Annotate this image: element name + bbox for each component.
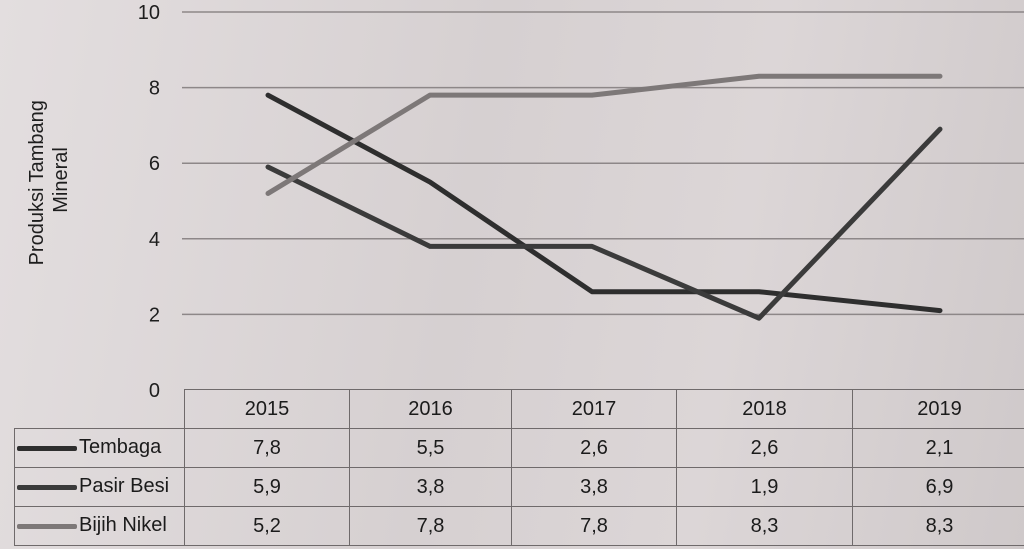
legend-entry-bijih-nikel: Bijih Nikel [14, 506, 185, 546]
series-lines [265, 73, 943, 321]
legend-label-tembaga: Tembaga [79, 436, 162, 459]
table-cell: 5,5 [349, 428, 512, 468]
table-cell: 6,9 [852, 467, 1024, 507]
table-cell: 2,6 [511, 428, 677, 468]
table-row-pasir-besi: Pasir Besi 5,9 3,8 3,8 1,9 6,9 [14, 467, 1024, 507]
series-line-bijih-nikel [265, 73, 943, 196]
category-2019: 2019 [852, 389, 1024, 429]
table-cell: 7,8 [349, 506, 512, 546]
y-axis-label-line-2: Mineral [50, 147, 72, 213]
category-2015: 2015 [184, 389, 350, 429]
table-row-bijih-nikel: Bijih Nikel 5,2 7,8 7,8 8,3 8,3 [14, 506, 1024, 546]
table-corner [14, 389, 185, 429]
table-row-tembaga: Tembaga 7,8 5,5 2,6 2,6 2,1 [14, 428, 1024, 468]
legend-entry-tembaga: Tembaga [14, 428, 185, 468]
legend-label-pasir-besi: Pasir Besi [79, 475, 170, 498]
legend-swatch-tembaga [17, 445, 77, 451]
table-cell: 3,8 [349, 467, 512, 507]
legend-label-bijih-nikel: Bijih Nikel [79, 514, 167, 537]
legend-swatch-pasir-besi [17, 484, 77, 490]
category-2018: 2018 [676, 389, 853, 429]
table-cell: 2,6 [676, 428, 853, 468]
series-line-pasir-besi [265, 126, 943, 321]
legend-swatch-bijih-nikel [17, 523, 77, 529]
table-cell: 7,8 [511, 506, 677, 546]
category-2017: 2017 [511, 389, 677, 429]
y-axis-label-line-1: Produksi Tambang [26, 100, 48, 265]
table-cell: 7,8 [184, 428, 350, 468]
legend-entry-pasir-besi: Pasir Besi [14, 467, 185, 507]
y-tick-label: 4 [149, 229, 160, 251]
table-cell: 3,8 [511, 467, 677, 507]
table-cell: 5,2 [184, 506, 350, 546]
table-header-row: 2015 2016 2017 2018 2019 [14, 389, 1024, 429]
table-cell: 2,1 [852, 428, 1024, 468]
series-line-tembaga [265, 92, 943, 314]
category-2016: 2016 [349, 389, 512, 429]
y-axis-label: Produksi Tambang Mineral [26, 95, 72, 266]
table-cell: 1,9 [676, 467, 853, 507]
grid-lines [182, 11, 1024, 316]
data-table: 2015 2016 2017 2018 2019 Tembaga 7,8 5,5… [14, 389, 1024, 546]
y-tick-label: 6 [149, 153, 160, 175]
table-cell: 8,3 [852, 506, 1024, 546]
y-tick-label: 10 [138, 2, 160, 24]
table-cell: 8,3 [676, 506, 853, 546]
table-cell: 5,9 [184, 467, 350, 507]
y-tick-label: 8 [149, 78, 160, 100]
y-tick-label: 2 [149, 304, 160, 326]
